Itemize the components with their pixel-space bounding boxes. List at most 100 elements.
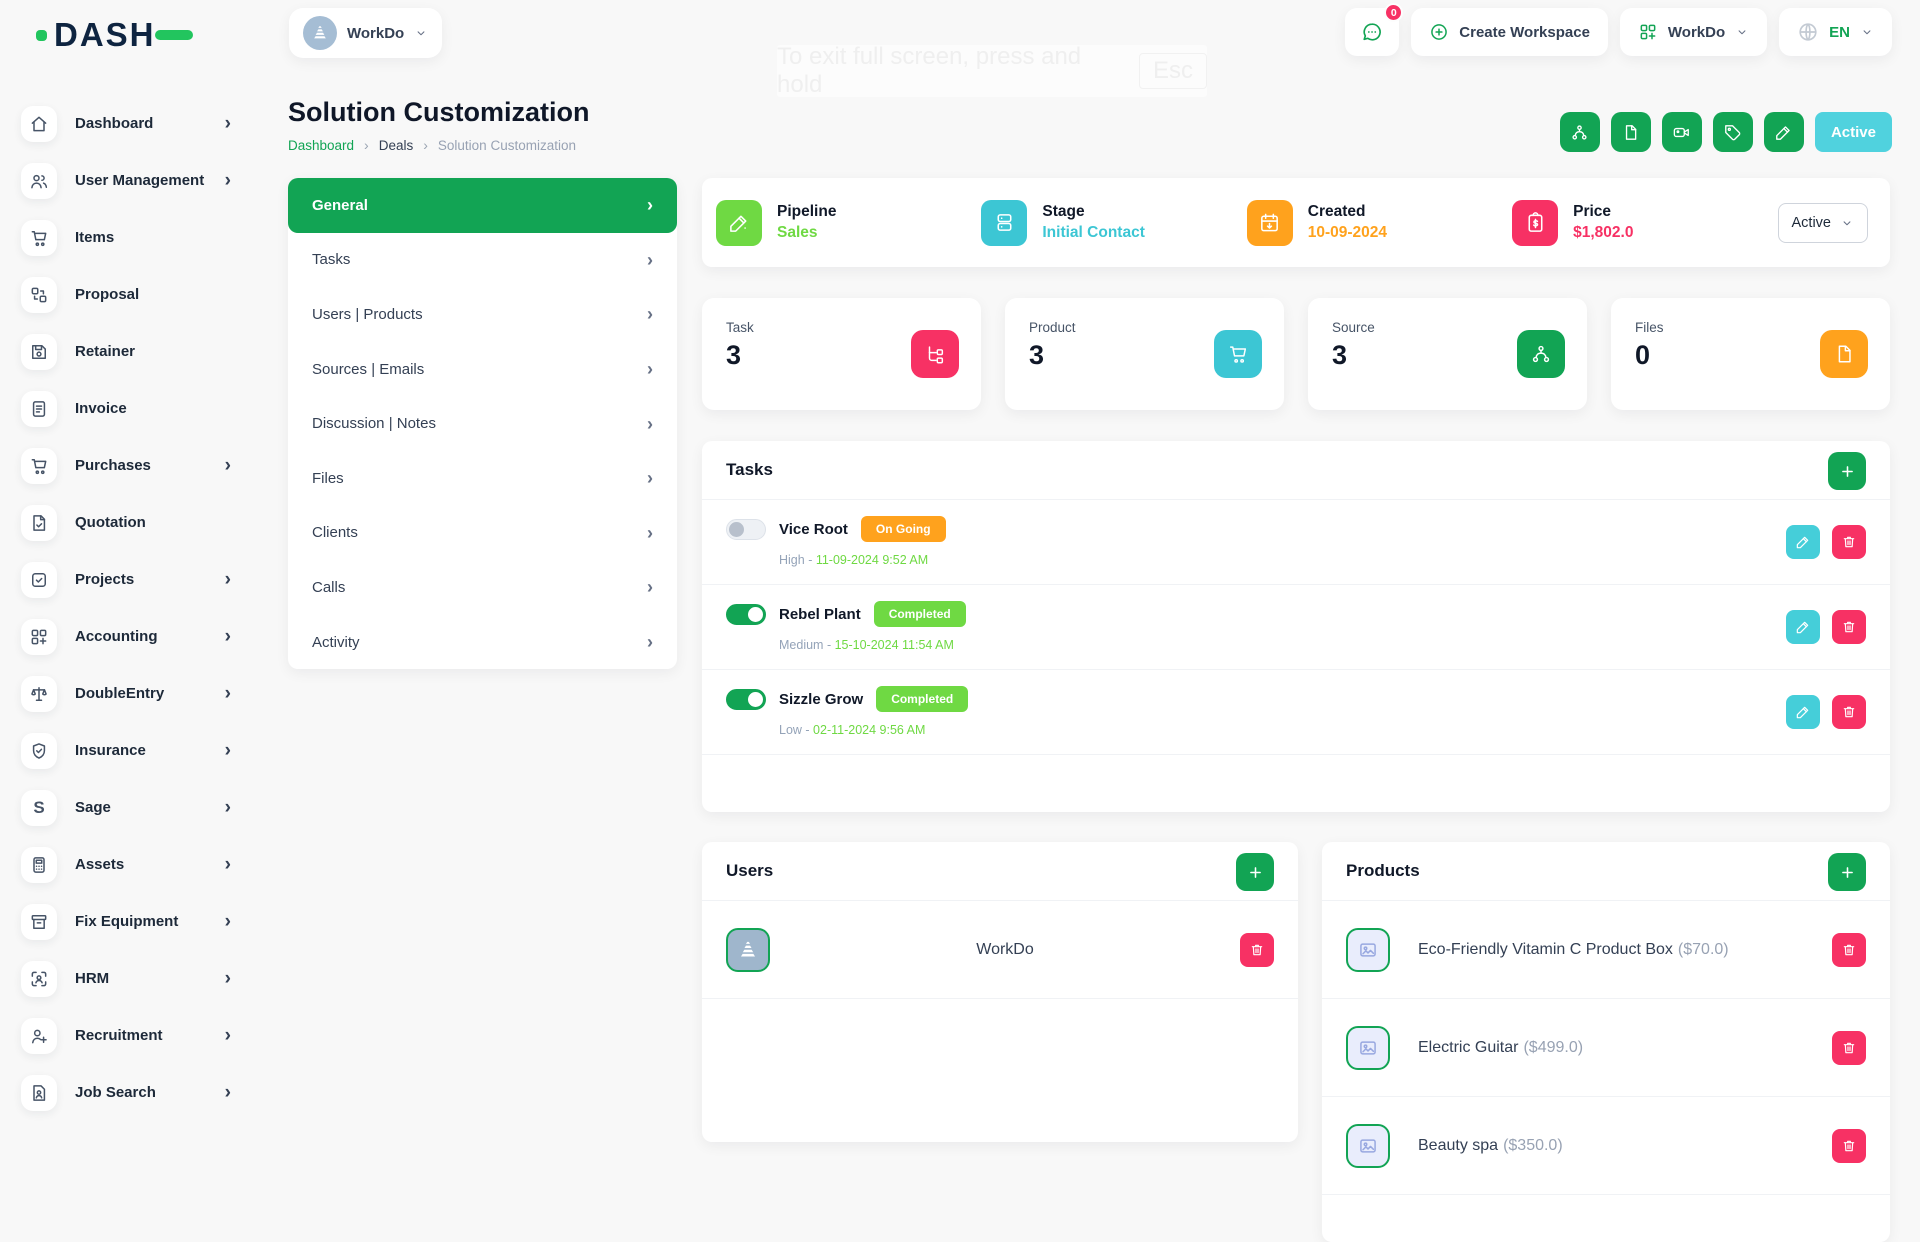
- task-complete-toggle[interactable]: [726, 518, 766, 540]
- remove-user-button[interactable]: [1240, 932, 1274, 967]
- deal-menu-activity[interactable]: Activity ›: [288, 615, 677, 670]
- pen-icon: [716, 199, 762, 246]
- shield-check-icon: [21, 732, 57, 769]
- remove-product-button[interactable]: [1832, 932, 1866, 967]
- sidebar-item-label: Assets: [75, 856, 125, 873]
- language-selector[interactable]: EN: [1779, 8, 1892, 56]
- breadcrumb-deals[interactable]: Deals: [378, 137, 414, 153]
- edit-deal-button[interactable]: [1763, 112, 1804, 152]
- overview-created: Created 10-09-2024: [1246, 199, 1512, 246]
- stat-card-files: Files 0: [1611, 298, 1890, 410]
- users-header: Users: [702, 842, 1298, 901]
- sidebar-item-invoice[interactable]: Invoice: [0, 380, 285, 437]
- chevron-right-icon: ›: [647, 195, 653, 216]
- status-badge[interactable]: Active: [1814, 112, 1892, 152]
- task-meta: Low - 02-11-2024 9:56 AM: [779, 723, 926, 737]
- video-call-button[interactable]: [1661, 112, 1702, 152]
- document-lines-icon: [21, 390, 57, 427]
- task-complete-toggle[interactable]: [726, 603, 766, 625]
- sidebar-item-insurance[interactable]: Insurance ›: [0, 722, 285, 779]
- product-price: ($70.0): [1677, 940, 1729, 958]
- sidebar-item-user-management[interactable]: User Management ›: [0, 152, 285, 209]
- files-button[interactable]: [1610, 112, 1651, 152]
- sidebar-item-label: User Management: [75, 172, 205, 189]
- deal-menu-calls[interactable]: Calls ›: [288, 560, 677, 615]
- chevron-down-icon: [417, 31, 425, 36]
- deal-menu-discussion-notes[interactable]: Discussion | Notes ›: [288, 396, 677, 451]
- breadcrumb-dashboard[interactable]: Dashboard: [288, 137, 355, 153]
- deal-menu-files[interactable]: Files ›: [288, 451, 677, 506]
- chevron-right-icon: ›: [224, 170, 231, 191]
- deal-menu-clients[interactable]: Clients ›: [288, 506, 677, 561]
- sidebar-item-label: Purchases: [75, 457, 151, 474]
- labels-button[interactable]: [1712, 112, 1753, 152]
- sidebar-item-purchases[interactable]: Purchases ›: [0, 437, 285, 494]
- create-workspace-button[interactable]: Create Workspace: [1411, 8, 1608, 56]
- app-switcher-button[interactable]: WorkDo: [1619, 8, 1768, 56]
- deal-menu-label: Tasks: [312, 251, 351, 269]
- delete-task-button[interactable]: [1832, 610, 1866, 644]
- chevron-right-icon: ›: [647, 413, 653, 434]
- tasks-panel: Tasks Vice Root On Going High - 11-09-20…: [702, 441, 1890, 812]
- breadcrumb-current: Solution Customization: [437, 137, 576, 153]
- deal-menu-tasks[interactable]: Tasks ›: [288, 233, 677, 288]
- edit-task-button[interactable]: [1786, 695, 1820, 729]
- sidebar-item-doubleentry[interactable]: DoubleEntry ›: [0, 665, 285, 722]
- sidebar-item-items[interactable]: Items: [0, 209, 285, 266]
- chevron-right-icon: ›: [224, 911, 231, 932]
- sidebar-item-job-search[interactable]: Job Search ›: [0, 1064, 285, 1121]
- sidebar-item-label: Quotation: [75, 514, 146, 531]
- chevron-right-icon: ›: [224, 626, 231, 647]
- sidebar-item-retainer[interactable]: Retainer: [0, 323, 285, 380]
- task-row: Rebel Plant Completed Medium - 15-10-202…: [702, 585, 1890, 670]
- sidebar-item-sage[interactable]: S Sage ›: [0, 779, 285, 836]
- sources-button[interactable]: [1559, 112, 1600, 152]
- sidebar-item-projects[interactable]: Projects ›: [0, 551, 285, 608]
- breadcrumb: Dashboard › Deals › Solution Customizati…: [288, 137, 589, 153]
- sidebar-item-proposal[interactable]: Proposal: [0, 266, 285, 323]
- sidebar-item-label: Sage: [75, 799, 111, 816]
- workspace-switcher[interactable]: WorkDo: [289, 8, 443, 58]
- deal-menu-general[interactable]: General ›: [288, 178, 677, 233]
- deal-status-dropdown[interactable]: Active: [1777, 202, 1868, 243]
- edit-task-button[interactable]: [1786, 525, 1820, 559]
- add-user-button[interactable]: [1236, 853, 1274, 891]
- archive-box-icon: [21, 903, 57, 940]
- app-logo[interactable]: DASH: [36, 16, 193, 54]
- deal-menu-sources-emails[interactable]: Sources | Emails ›: [288, 342, 677, 397]
- task-status-badge: Completed: [873, 601, 966, 627]
- plus-icon: [1841, 866, 1853, 878]
- scales-icon: [21, 675, 57, 712]
- plus-circle-icon: [1431, 24, 1448, 40]
- overview-value: $1,802.0: [1573, 223, 1634, 241]
- overview-value: Initial Contact: [1042, 223, 1145, 241]
- task-complete-toggle[interactable]: [726, 688, 766, 710]
- sidebar-item-quotation[interactable]: Quotation: [0, 494, 285, 551]
- remove-product-button[interactable]: [1832, 1030, 1866, 1065]
- page-title: Solution Customization: [288, 97, 590, 127]
- chevron-right-icon: ›: [224, 1082, 231, 1103]
- deal-menu-label: Clients: [312, 524, 358, 542]
- add-product-button[interactable]: [1828, 853, 1866, 891]
- add-task-button[interactable]: [1828, 452, 1866, 490]
- sidebar-item-recruitment[interactable]: Recruitment ›: [0, 1007, 285, 1064]
- users-panel: Users WorkDo: [702, 842, 1298, 1142]
- stat-card-source: Source 3: [1308, 298, 1587, 410]
- sidebar-item-hrm[interactable]: HRM ›: [0, 950, 285, 1007]
- product-row: Eco-Friendly Vitamin C Product Box ($70.…: [1322, 901, 1890, 999]
- remove-product-button[interactable]: [1832, 1128, 1866, 1163]
- sidebar-item-accounting[interactable]: Accounting ›: [0, 608, 285, 665]
- edit-task-button[interactable]: [1786, 610, 1820, 644]
- sidebar-item-fix-equipment[interactable]: Fix Equipment ›: [0, 893, 285, 950]
- sidebar-item-dashboard[interactable]: Dashboard ›: [0, 95, 285, 152]
- file-icon: [1626, 124, 1637, 140]
- messages-button[interactable]: 0: [1345, 3, 1404, 56]
- delete-task-button[interactable]: [1832, 695, 1866, 729]
- delete-task-button[interactable]: [1832, 525, 1866, 559]
- deal-menu-users-products[interactable]: Users | Products ›: [288, 287, 677, 342]
- sidebar: Dashboard › User Management › Items Prop…: [0, 95, 285, 1121]
- chevron-down-icon: [1738, 30, 1746, 35]
- sidebar-item-assets[interactable]: Assets ›: [0, 836, 285, 893]
- sidebar-item-label: Insurance: [75, 742, 146, 759]
- chevron-right-icon: ›: [224, 455, 231, 476]
